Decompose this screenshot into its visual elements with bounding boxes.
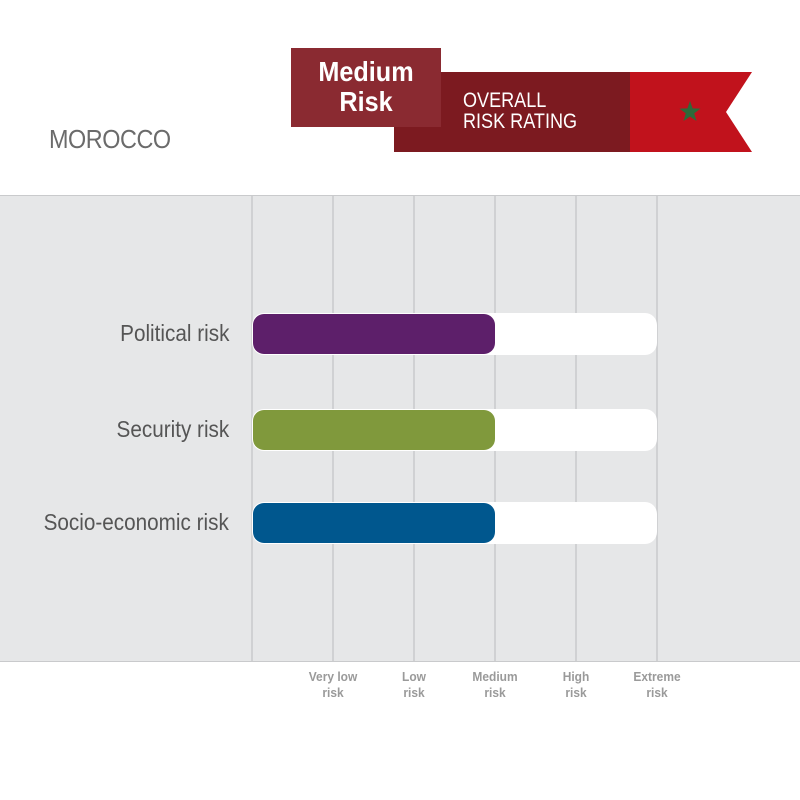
tick-label: Medium risk xyxy=(454,669,537,701)
tick-label: High risk xyxy=(535,669,618,701)
bar-security-risk xyxy=(253,410,495,450)
country-name: MOROCCO xyxy=(49,124,171,154)
overall-level-line1: Medium xyxy=(318,56,414,87)
category-label: Socio-economic risk xyxy=(43,509,229,535)
flag-star-icon xyxy=(679,101,701,121)
tick-label-line1: Low xyxy=(402,669,426,684)
overall-level-badge: Medium Risk xyxy=(291,48,441,127)
tick-label: Extreme risk xyxy=(616,669,699,701)
tick-label-line2: risk xyxy=(484,685,506,700)
category-label: Political risk xyxy=(119,320,229,346)
bar-political-risk xyxy=(253,314,495,354)
tick-label-line2: risk xyxy=(646,685,668,700)
tick-label-line1: Extreme xyxy=(633,669,681,684)
tick-label: Very low risk xyxy=(292,669,375,701)
tick-label-line1: Medium xyxy=(472,669,518,684)
rating-label-line2: RISK RATING xyxy=(463,110,578,133)
rating-ribbon xyxy=(394,72,630,152)
bar-socio-economic-risk xyxy=(253,503,495,543)
header: Medium Risk OVERALL RISK RATING MOROCCO xyxy=(0,0,800,195)
category-label: Security risk xyxy=(116,416,229,442)
risk-rating-banner xyxy=(394,72,752,152)
tick-label-line2: risk xyxy=(565,685,587,700)
rating-label-line1: OVERALL xyxy=(463,89,547,112)
tick-label-line1: Very low xyxy=(308,669,358,684)
tick-label-line2: risk xyxy=(403,685,425,700)
tick-label-line2: risk xyxy=(322,685,344,700)
tick-label: Low risk xyxy=(373,669,456,701)
overall-level-line2: Risk xyxy=(339,86,393,117)
tick-label-line1: High xyxy=(562,669,590,684)
